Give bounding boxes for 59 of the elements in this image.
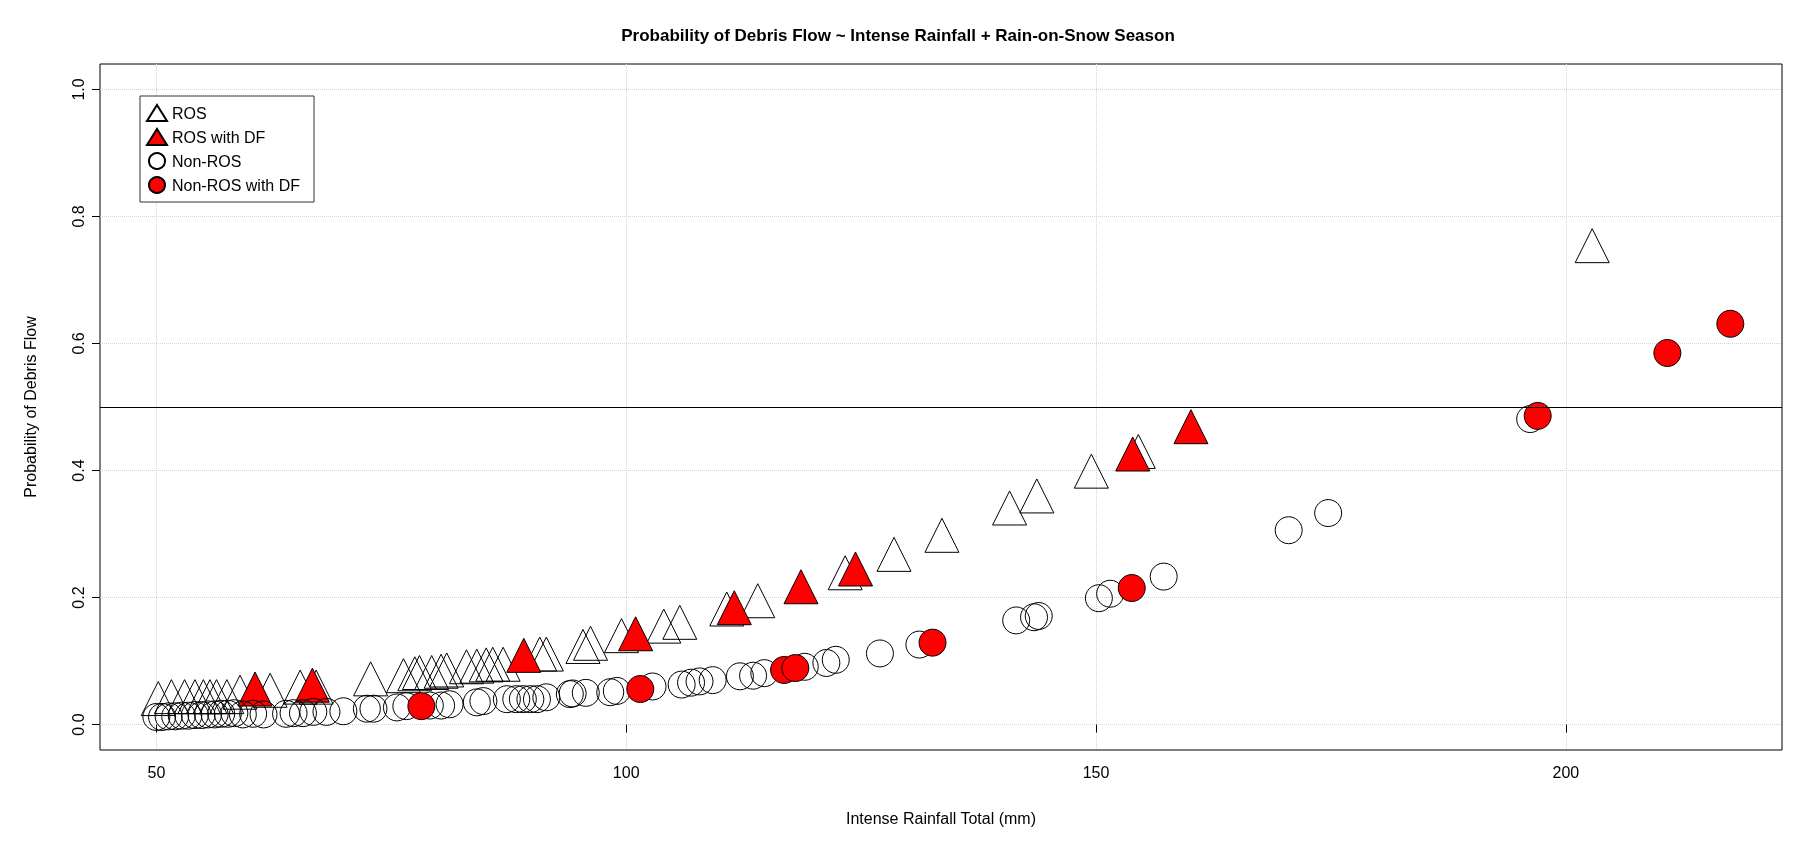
point: [485, 646, 521, 682]
y-axis-title: Probability of Debris Flow: [21, 315, 39, 498]
point: [468, 647, 504, 683]
x-tick-label: 200: [1552, 763, 1580, 781]
point: [662, 604, 698, 640]
point: [407, 692, 436, 721]
point: [199, 679, 235, 715]
point: [153, 679, 189, 715]
point: [353, 661, 389, 697]
point: [448, 649, 484, 685]
point: [1173, 409, 1209, 445]
point: [716, 590, 752, 626]
point: [1117, 574, 1146, 603]
y-tick-label: 0.2: [69, 586, 87, 609]
point: [414, 655, 450, 691]
point: [140, 681, 176, 717]
point: [618, 616, 654, 652]
point: [209, 679, 245, 715]
point: [167, 679, 203, 715]
point: [429, 652, 465, 688]
point: [1574, 228, 1610, 264]
point: [177, 679, 213, 715]
chart-title: Probability of Debris Flow ~ Intense Rainfall + Rain-on-Snow Season: [621, 26, 1175, 45]
point: [1523, 401, 1552, 430]
point: [837, 551, 873, 587]
y-tick-label: 0.6: [69, 332, 87, 355]
point: [918, 628, 947, 657]
point: [423, 653, 459, 689]
legend-label: ROS with DF: [172, 128, 266, 146]
point: [646, 608, 682, 644]
point: [459, 648, 495, 684]
point: [783, 569, 819, 605]
legend-label: Non-ROS: [172, 152, 242, 170]
legend-label: Non-ROS with DF: [172, 176, 301, 194]
point: [924, 517, 960, 553]
x-axis-title: Intense Rainfall Total (mm): [846, 809, 1036, 827]
y-tick-label: 0.8: [69, 205, 87, 228]
point: [876, 536, 912, 572]
point: [386, 658, 422, 694]
point: [475, 646, 511, 682]
x-tick-label: 100: [612, 763, 640, 781]
point: [185, 679, 221, 715]
point: [1019, 478, 1055, 514]
point: [1653, 339, 1682, 367]
legend-label: ROS: [172, 104, 207, 122]
point: [565, 628, 601, 664]
point: [192, 679, 228, 715]
y-tick-label: 1.0: [69, 78, 87, 101]
point: [506, 637, 542, 673]
point: [1716, 309, 1745, 338]
y-tick-label: 0.4: [69, 459, 87, 482]
point: [573, 625, 609, 661]
point: [1073, 453, 1109, 489]
x-tick-label: 150: [1082, 763, 1110, 781]
point: [781, 654, 810, 683]
point: [992, 490, 1028, 526]
y-tick-label: 0.0: [69, 713, 87, 736]
x-tick-label: 50: [147, 763, 166, 781]
point: [626, 675, 655, 704]
